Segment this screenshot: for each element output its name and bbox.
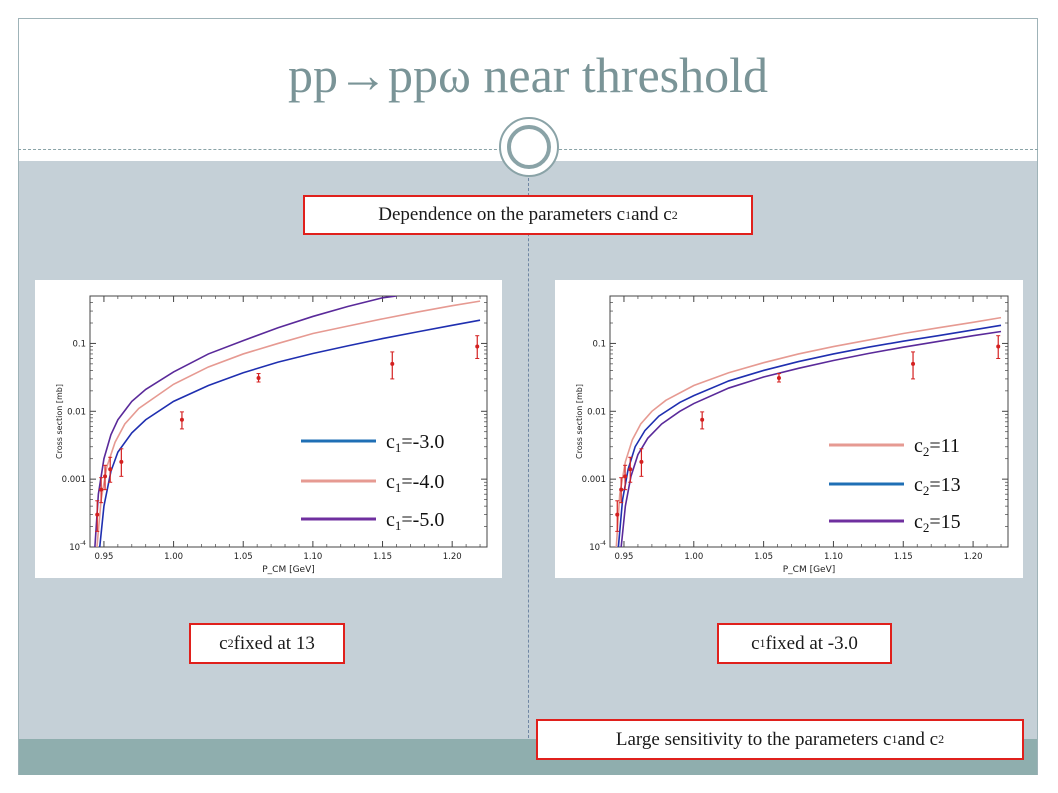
curves-group — [615, 316, 1002, 547]
data-point — [256, 375, 261, 380]
data-point — [475, 344, 480, 349]
y-tick-label: 0.1 — [592, 339, 606, 349]
left-chart: 0.95 1.00 1.05 1.10 1.15 1.20 10-4 0.001 0.01 0.1… — [55, 295, 488, 575]
curve-c1=-3.0 — [98, 319, 481, 547]
x-tick-label: 1.15 — [373, 552, 392, 562]
legend-label: c1=-5.0 — [386, 509, 444, 533]
x-tick-label: 1.20 — [443, 552, 462, 562]
slide-title: pp→ppω near threshold — [287, 47, 769, 103]
data-point — [628, 467, 633, 472]
legend-label: c1=-4.0 — [386, 471, 444, 495]
data-point — [119, 459, 124, 464]
left-chart-panel: 0.95 1.00 1.05 1.10 1.15 1.20 10-4 0.001 0.01 0.1… — [35, 280, 502, 578]
data-point — [619, 487, 624, 492]
legend-label: c2=13 — [914, 474, 961, 498]
data-point — [103, 474, 108, 479]
x-tick-label: 1.15 — [894, 552, 913, 562]
y-tick-label: 0.01 — [587, 407, 606, 417]
bottom-note-sub2: 2 — [938, 732, 945, 746]
x-tick-label: 0.95 — [94, 552, 113, 562]
data-point — [99, 487, 104, 492]
data-point — [95, 512, 100, 517]
x-axis-label: P_CM [GeV] — [262, 565, 315, 575]
x-tick-label: 1.05 — [754, 552, 773, 562]
y-tick-label: 0.001 — [582, 475, 606, 485]
legend-label: c2=15 — [914, 511, 961, 535]
data-point — [639, 459, 644, 464]
data-point — [623, 474, 628, 479]
data-point — [776, 375, 781, 380]
x-tick-label: 0.95 — [614, 552, 633, 562]
x-tick-label: 1.10 — [824, 552, 843, 562]
legend-label: c1=-3.0 — [386, 431, 444, 455]
y-tick-label: 0.01 — [67, 407, 86, 417]
data-point — [179, 417, 184, 422]
data-point — [700, 417, 705, 422]
bottom-note-text: Large sensitivity to the parameters c — [615, 728, 892, 750]
curve-c1=-5.0 — [94, 296, 397, 547]
top-note-sub1: 1 — [625, 207, 632, 222]
y-tick-label: 0.001 — [62, 475, 86, 485]
right-caption-post: fixed at -3.0 — [765, 632, 858, 654]
curves-group — [94, 296, 481, 547]
curve-c2=11 — [615, 316, 1002, 547]
x-axis-label: P_CM [GeV] — [783, 565, 836, 575]
x-tick-label: 1.20 — [964, 552, 983, 562]
y-axis-label: Cross section [mb] — [575, 384, 584, 459]
bottom-note-mid: and c — [897, 728, 939, 750]
legend-label: c2=11 — [914, 435, 960, 459]
right-caption-sub: 1 — [759, 636, 766, 650]
y-axis-label: Cross section [mb] — [55, 384, 64, 459]
left-caption-post: fixed at 13 — [233, 632, 315, 654]
data-point — [911, 361, 916, 366]
y-tick-label: 0.1 — [72, 339, 86, 349]
x-tick-label: 1.05 — [234, 552, 253, 562]
data-point — [996, 344, 1001, 349]
x-tick-label: 1.00 — [684, 552, 703, 562]
top-note-text: Dependence on the parameters c — [378, 204, 626, 225]
data-point — [108, 467, 113, 472]
column-divider — [528, 178, 529, 738]
top-note-mid: and c — [631, 204, 672, 225]
bottom-note-sub1: 1 — [891, 732, 898, 746]
x-tick-label: 1.00 — [164, 552, 183, 562]
right-chart-panel: 0.95 1.00 1.05 1.10 1.15 1.20 10-4 0.001 0.01 0.1… — [555, 280, 1023, 578]
data-point — [615, 512, 620, 517]
curve-c1=-4.0 — [96, 300, 481, 547]
right-chart: 0.95 1.00 1.05 1.10 1.15 1.20 10-4 0.001 0.01 0.1… — [575, 295, 1009, 575]
data-point — [390, 361, 395, 366]
curve-c2=15 — [620, 330, 1002, 547]
left-caption-pre: c — [219, 632, 228, 654]
ring-ornament-inner-icon — [507, 125, 551, 169]
y-tick-label: 10-4 — [69, 540, 86, 553]
left-caption-sub: 2 — [227, 636, 234, 650]
top-note-sub2: 2 — [671, 207, 678, 222]
x-tick-label: 1.10 — [303, 552, 322, 562]
curve-c2=13 — [617, 324, 1002, 547]
right-caption-pre: c — [751, 632, 760, 654]
y-tick-label: 10-4 — [589, 540, 606, 553]
